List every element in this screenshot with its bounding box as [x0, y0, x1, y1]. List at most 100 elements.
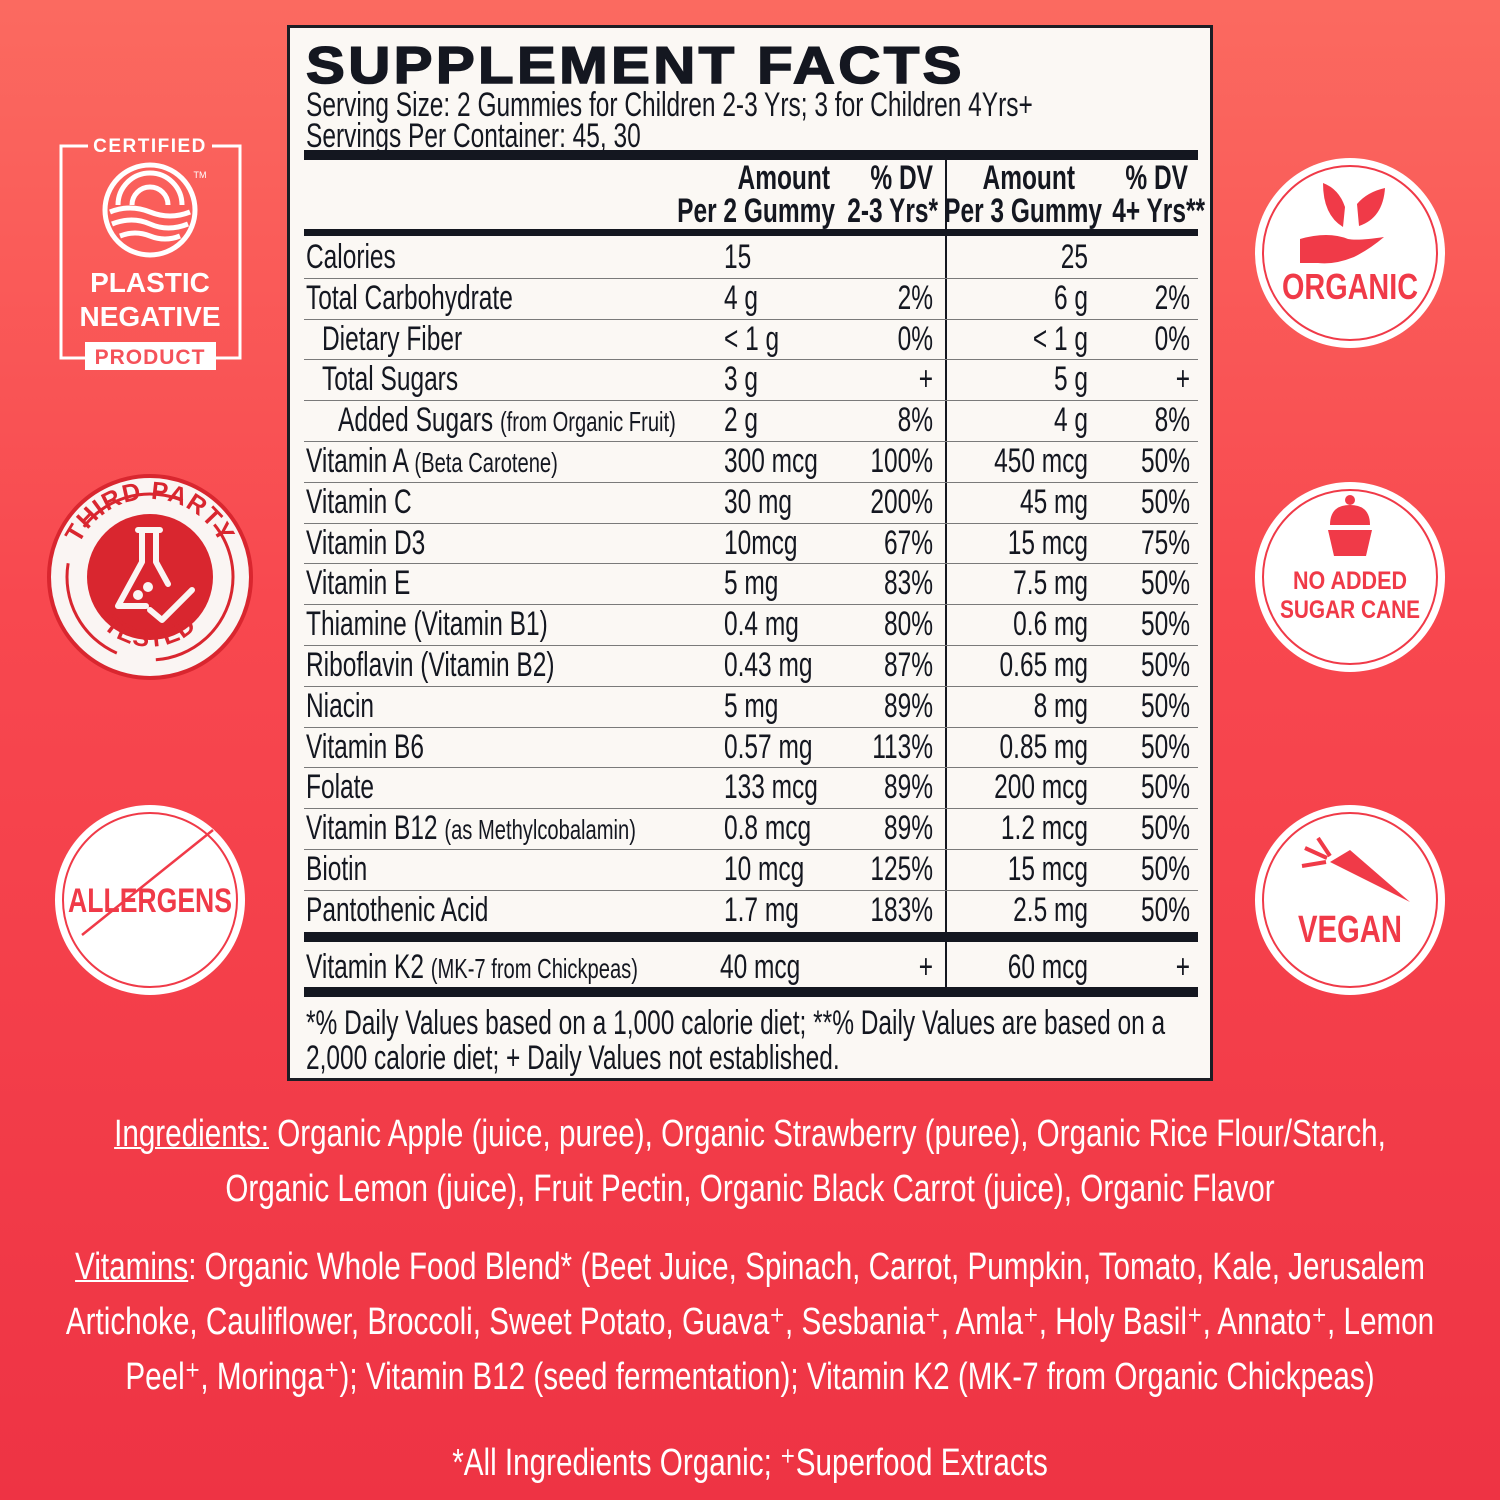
row-divider: [304, 767, 1198, 769]
vitamins-label: Vitamins: [75, 1246, 189, 1288]
dv-2-3-yrs: 89%: [883, 686, 933, 725]
header-dv2-sub: 4+ Yrs**: [1112, 192, 1205, 230]
dv-2-3-yrs: 113%: [872, 727, 933, 766]
amount-2-gummy: 0.4 mg: [724, 605, 799, 644]
amount-2-gummy: 2 g: [724, 401, 759, 440]
dv-2-3-yrs: 89%: [883, 809, 933, 848]
dv-4-yrs: 50%: [1140, 646, 1190, 684]
vegan-badge: VEGAN: [1255, 805, 1445, 995]
row-divider: [304, 481, 1198, 483]
row-divider: [304, 889, 1198, 891]
dv-4-yrs: +: [1175, 360, 1190, 399]
amount-3-gummy: 0.85 mg: [999, 727, 1088, 766]
header-amount2: Amount: [982, 159, 1075, 197]
vitamins-line3: Peel⁺, Moringa⁺); Vitamin B12 (seed ferm…: [125, 1356, 1375, 1398]
negative-text: NEGATIVE: [79, 301, 220, 332]
serving-size: Serving Size: 2 Gummies for Children 2-3…: [306, 86, 1033, 124]
k2-amount1: 40 mcg: [720, 948, 801, 986]
dv-2-3-yrs: 83%: [883, 564, 933, 603]
header-divider: [304, 229, 1198, 236]
dv-2-3-yrs: 80%: [883, 605, 933, 644]
k2-dv1: +: [918, 948, 933, 986]
carrot-icon: [1301, 836, 1410, 902]
header-amount1: Amount: [737, 159, 830, 197]
supplement-facts-panel: SUPPLEMENT FACTS Serving Size: 2 Gummies…: [287, 25, 1213, 1081]
footer-note: *All Ingredients Organic; ⁺Superfood Ext…: [452, 1442, 1048, 1484]
vitamins-block: Vitamins: Organic Whole Food Blend* (Bee…: [53, 1240, 1446, 1405]
amount-2-gummy: 300 mcg: [724, 442, 818, 480]
dv-4-yrs: 50%: [1140, 850, 1190, 888]
header-amount2-sub: Per 3 Gummy: [944, 192, 1102, 230]
thick-divider: [304, 150, 1198, 160]
dv-4-yrs: 50%: [1140, 768, 1190, 807]
dv-2-3-yrs: 2%: [897, 278, 933, 317]
dv-2-3-yrs: 183%: [870, 890, 933, 929]
ingredients-label: Ingredients:: [114, 1113, 269, 1155]
organic-badge: ORGANIC: [1255, 158, 1445, 348]
dv-4-yrs: 50%: [1140, 482, 1190, 521]
allergens-text: ALLERGENS: [68, 882, 232, 920]
row-divider: [304, 563, 1198, 565]
no-allergens-badge: ALLERGENS: [55, 805, 245, 995]
svg-text:NO ADDED: NO ADDED: [1293, 567, 1407, 595]
amount-3-gummy: 200 mcg: [994, 768, 1088, 807]
nutrient-label: Vitamin A (Beta Carotene): [306, 442, 558, 480]
header-amount1-sub: Per 2 Gummy: [677, 192, 835, 230]
row-divider: [304, 400, 1198, 402]
k2-amount2: 60 mcg: [1007, 948, 1088, 986]
thick-divider: [304, 932, 1198, 942]
dv-4-yrs: 8%: [1154, 401, 1190, 440]
row-divider: [304, 441, 1198, 442]
amount-3-gummy: 6 g: [1053, 278, 1088, 317]
dv-2-3-yrs: 200%: [870, 482, 933, 521]
row-divider: [304, 318, 1198, 320]
nutrient-label: Folate: [306, 768, 375, 807]
nutrient-label: Vitamin E: [306, 564, 411, 603]
dv-2-3-yrs: 67%: [883, 523, 933, 562]
amount-2-gummy: 0.43 mg: [724, 646, 813, 684]
product-text: PRODUCT: [95, 346, 206, 369]
amount-2-gummy: 5 mg: [724, 564, 779, 603]
row-divider: [304, 277, 1198, 279]
servings-per-container: Servings Per Container: 45, 30: [306, 117, 641, 155]
certified-text: CERTIFIED: [93, 136, 207, 157]
amount-3-gummy: 7.5 mg: [1013, 564, 1088, 603]
header-dv2: % DV: [1125, 159, 1188, 197]
nutrient-label: Riboflavin (Vitamin B2): [306, 646, 555, 684]
k2-label: Vitamin K2 (MK-7 from Chickpeas): [306, 948, 638, 986]
svg-text:ORGANIC: ORGANIC: [1282, 266, 1418, 307]
column-divider: [945, 160, 947, 987]
vitamins-line2: Artichoke, Cauliflower, Broccoli, Sweet …: [65, 1301, 1435, 1343]
cupcake-icon: [1328, 495, 1372, 556]
amount-3-gummy: < 1 g: [1032, 319, 1088, 358]
ingredients-line1: Organic Apple (juice, puree), Organic St…: [268, 1113, 1386, 1155]
nutrient-label: Pantothenic Acid: [306, 890, 489, 929]
dv-2-3-yrs: 87%: [883, 646, 933, 684]
amount-3-gummy: 450 mcg: [994, 442, 1088, 480]
dv-4-yrs: 50%: [1140, 686, 1190, 725]
amount-2-gummy: 10 mcg: [724, 850, 805, 888]
amount-3-gummy: 0.6 mg: [1013, 605, 1088, 644]
header-dv1: % DV: [870, 159, 933, 197]
amount-3-gummy: 2.5 mg: [1013, 890, 1088, 929]
amount-2-gummy: 15: [724, 238, 752, 276]
ingredients-block: Ingredients: Organic Apple (juice, puree…: [53, 1107, 1446, 1217]
amount-2-gummy: < 1 g: [724, 319, 780, 358]
row-divider: [304, 645, 1198, 646]
nutrient-label: Added Sugars (from Organic Fruit): [338, 401, 676, 440]
amount-3-gummy: 8 mg: [1033, 686, 1088, 725]
thick-divider: [304, 987, 1198, 997]
amount-3-gummy: 4 g: [1053, 401, 1088, 440]
nutrient-label: Vitamin B6: [306, 727, 424, 766]
dv-4-yrs: 0%: [1154, 319, 1190, 358]
third-party-tested-badge: THIRD PARTY TESTED: [47, 474, 253, 680]
row-divider: [304, 522, 1198, 524]
amount-2-gummy: 5 mg: [724, 686, 779, 725]
ingredients-line2: Organic Lemon (juice), Fruit Pectin, Org…: [225, 1168, 1275, 1210]
amount-2-gummy: 133 mcg: [724, 768, 818, 807]
dv-2-3-yrs: +: [918, 360, 933, 399]
amount-3-gummy: 45 mg: [1019, 482, 1088, 521]
dv-4-yrs: 50%: [1140, 442, 1190, 480]
facts-title: SUPPLEMENT FACTS: [305, 36, 965, 96]
